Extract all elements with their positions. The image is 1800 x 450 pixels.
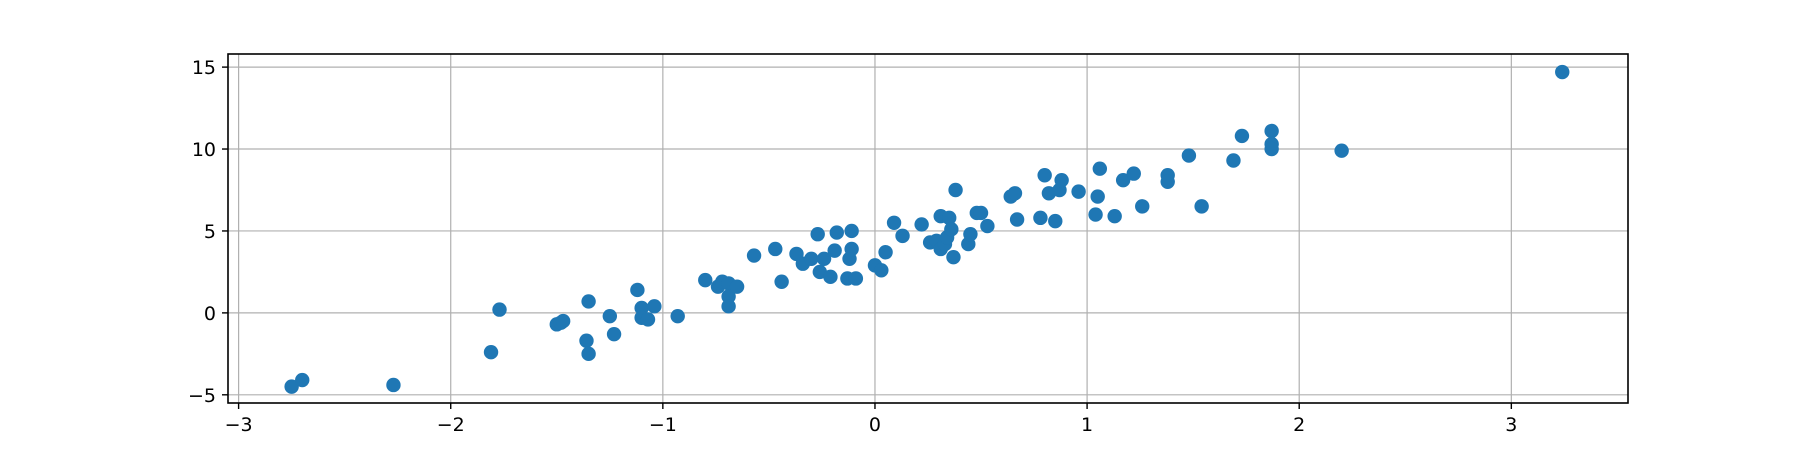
scatter-point bbox=[1071, 184, 1086, 199]
scatter-point bbox=[963, 227, 978, 242]
scatter-point bbox=[555, 313, 571, 329]
scatter-point bbox=[581, 294, 596, 309]
scatter-point bbox=[1181, 148, 1197, 163]
scatter-point bbox=[746, 248, 762, 263]
scatter-point bbox=[579, 333, 594, 348]
scatter-point bbox=[768, 241, 783, 257]
scatter-point bbox=[942, 210, 957, 226]
scatter-point bbox=[774, 274, 789, 289]
scatter-point bbox=[386, 377, 401, 393]
grid-lines bbox=[228, 54, 1628, 403]
scatter-point bbox=[1194, 199, 1209, 214]
scatter-point bbox=[1033, 210, 1048, 226]
y-tick-label: 10 bbox=[192, 139, 216, 161]
scatter-point bbox=[1007, 186, 1023, 201]
x-tick-label: −1 bbox=[649, 414, 677, 436]
scatter-point bbox=[878, 245, 893, 260]
scatter-point bbox=[1088, 207, 1103, 222]
scatter-point bbox=[944, 222, 959, 237]
scatter-point bbox=[1135, 199, 1150, 214]
scatter-point bbox=[973, 205, 989, 221]
x-tick-label: 0 bbox=[869, 414, 881, 436]
y-tick-label: 15 bbox=[192, 57, 216, 79]
x-tick-label: −3 bbox=[225, 414, 253, 436]
scatter-point bbox=[816, 251, 832, 267]
scatter-point bbox=[823, 269, 838, 285]
scatter-point bbox=[980, 218, 995, 234]
x-tick-label: 2 bbox=[1293, 414, 1305, 436]
scatter-point bbox=[1037, 168, 1052, 183]
scatter-point bbox=[1090, 189, 1105, 204]
scatter-point bbox=[729, 279, 745, 294]
scatter-point bbox=[581, 346, 596, 362]
scatter-point bbox=[606, 326, 622, 342]
scatter-point bbox=[1126, 166, 1141, 181]
scatter-point bbox=[886, 215, 902, 230]
scatter-point bbox=[1234, 128, 1250, 144]
scatter-point bbox=[630, 282, 645, 298]
scatter-point bbox=[829, 225, 844, 240]
scatter-point bbox=[810, 227, 825, 242]
scatter-point bbox=[948, 182, 963, 198]
scatter-point bbox=[874, 263, 889, 278]
plot-frame bbox=[227, 53, 1629, 404]
scatter-point bbox=[1264, 141, 1279, 157]
scatter-point bbox=[946, 249, 961, 265]
x-tick-label: 1 bbox=[1081, 414, 1093, 436]
scatter-point bbox=[1092, 161, 1108, 176]
y-tick-label: 0 bbox=[204, 303, 216, 325]
scatter-point bbox=[1115, 172, 1131, 188]
y-tick-label: 5 bbox=[204, 221, 216, 243]
scatter-point bbox=[284, 379, 299, 394]
scatter-point bbox=[295, 372, 310, 388]
scatter-point bbox=[1160, 174, 1175, 190]
scatter-point bbox=[602, 308, 618, 324]
scatter-point bbox=[1264, 123, 1279, 139]
scatter-point bbox=[804, 251, 819, 267]
scatter-point bbox=[1226, 153, 1241, 168]
scatter-point bbox=[844, 223, 859, 239]
x-tick-label: −2 bbox=[437, 414, 465, 436]
scatter-point bbox=[640, 312, 656, 327]
scatter-point bbox=[1555, 64, 1570, 80]
scatter-point bbox=[721, 299, 736, 314]
scatter-point bbox=[647, 299, 662, 314]
scatter-point bbox=[483, 345, 499, 360]
scatter-point bbox=[492, 302, 507, 317]
scatter-point bbox=[1054, 172, 1069, 188]
y-tick-label: −5 bbox=[188, 385, 216, 407]
data-points bbox=[284, 64, 1570, 394]
scatter-point bbox=[698, 272, 713, 288]
scatter-point bbox=[670, 308, 685, 324]
x-tick-label: 3 bbox=[1505, 414, 1517, 436]
scatter-point bbox=[827, 243, 842, 258]
scatter-point bbox=[1048, 213, 1063, 229]
scatter-point bbox=[1334, 143, 1349, 158]
scatter-point bbox=[895, 228, 910, 244]
scatter-point bbox=[848, 271, 864, 286]
scatter-point bbox=[844, 241, 859, 257]
scatter-point bbox=[914, 217, 929, 232]
scatter-point bbox=[1107, 209, 1122, 224]
scatter-point bbox=[1009, 212, 1025, 227]
axis-ticks: −3 −2 −1 0 1 2 3 −5 0 5 10 15 bbox=[188, 57, 1517, 436]
